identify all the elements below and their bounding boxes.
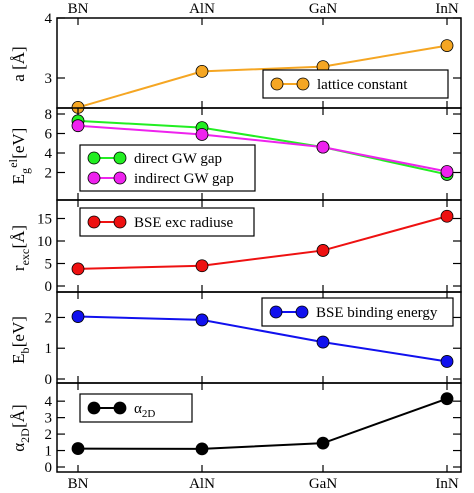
legend: lattice constant [262, 69, 449, 99]
x-category-label-top: InN [435, 1, 458, 17]
y-tick-label: 3 [45, 411, 53, 427]
data-point [195, 442, 209, 456]
legend-marker [295, 305, 309, 319]
data-point [195, 313, 209, 327]
y-tick-label: 4 [45, 394, 53, 410]
series-line-1 [77, 119, 448, 176]
y-tick-label: 2 [45, 166, 53, 182]
y-tick-label: 4 [45, 11, 53, 27]
x-category-label-bottom: InN [435, 476, 458, 492]
panel-frame [56, 382, 462, 473]
data-point [71, 442, 85, 455]
y-tick-label: 4 [45, 146, 53, 162]
legend-marker [296, 77, 310, 91]
x-category-label-bottom: BN [68, 476, 89, 492]
legend-marker [87, 215, 101, 229]
legend-label: BSE exc radiuse [134, 215, 233, 231]
series-line-1 [77, 44, 448, 109]
data-point [316, 335, 330, 349]
y-tick-label: 10 [37, 234, 52, 250]
legend-marker [113, 171, 127, 185]
y-axis-label: a [Å] [9, 46, 28, 81]
legend-label: lattice constant [317, 77, 408, 93]
y-axis-label: α2D [Å] [9, 404, 32, 451]
data-point [316, 140, 330, 154]
legend-label: indirect GW gap [134, 171, 234, 187]
legend: BSE exc radiuse [79, 207, 255, 237]
legend-marker [87, 401, 101, 415]
legend-label: direct GW gap [134, 151, 222, 167]
y-tick-label: 1 [45, 444, 53, 460]
panel-3: 0 5 10 15 rexc [Å] BSE exc radiuse [9, 199, 462, 295]
legend: BSE binding energy [261, 297, 454, 327]
legend-marker [113, 215, 127, 229]
x-category-label-top: GaN [309, 1, 337, 17]
y-axis-label: Eb [eV] [9, 316, 32, 364]
data-point [195, 259, 209, 273]
data-point [195, 128, 209, 141]
panel-2: 2 4 6 8 Eg el [eV] direct GW gap indirect GW g… [6, 107, 462, 201]
series-line-1 [77, 397, 448, 450]
data-point [440, 39, 454, 52]
x-category-label-bottom: GaN [309, 476, 337, 492]
panel-1: 3 4 a [Å] lattice constant [9, 11, 462, 114]
series-line-1 [77, 215, 448, 270]
data-point [195, 65, 209, 78]
y-tick-label: 8 [45, 107, 53, 123]
data-point [440, 165, 454, 178]
legend-label: α2D [134, 401, 155, 420]
legend: α2D [79, 393, 193, 423]
y-tick-label: 1 [45, 341, 53, 357]
data-point [440, 209, 454, 223]
y-tick-label: 6 [45, 127, 53, 143]
data-point [71, 310, 85, 323]
y-tick-label: 5 [45, 257, 53, 273]
y-tick-label: 15 [37, 212, 52, 228]
x-category-label-top: AlN [189, 1, 215, 17]
legend-marker [87, 151, 101, 165]
y-tick-label: 3 [45, 71, 53, 87]
y-axis-label: Eg el [eV] [6, 128, 32, 185]
data-point [316, 244, 330, 257]
legend: direct GW gap indirect GW gap [79, 144, 256, 192]
y-tick-label: 2 [45, 310, 53, 326]
series-line-1 [77, 315, 448, 363]
y-tick-label: 0 [45, 279, 53, 295]
legend-marker [113, 401, 127, 415]
y-tick-label: 2 [45, 427, 53, 443]
series-line-2 [77, 124, 448, 173]
legend-marker [113, 151, 127, 165]
legend-marker [87, 171, 101, 185]
y-axis-label: rexc [Å] [9, 225, 32, 271]
data-point [71, 119, 85, 133]
data-point [440, 355, 454, 368]
panel-4: 0 1 2 Eb [eV] BSE binding energy [9, 291, 462, 388]
x-category-label-top: BN [68, 1, 89, 17]
y-tick-label: 0 [45, 460, 53, 476]
legend-box [79, 144, 256, 192]
data-point [71, 262, 85, 276]
legend-marker [270, 77, 284, 91]
data-point [316, 436, 330, 450]
y-tick-label: 0 [45, 372, 53, 388]
data-point [440, 392, 454, 406]
legend-label: BSE binding energy [316, 305, 438, 321]
legend-marker [269, 305, 283, 319]
x-category-label-bottom: AlN [189, 476, 215, 492]
